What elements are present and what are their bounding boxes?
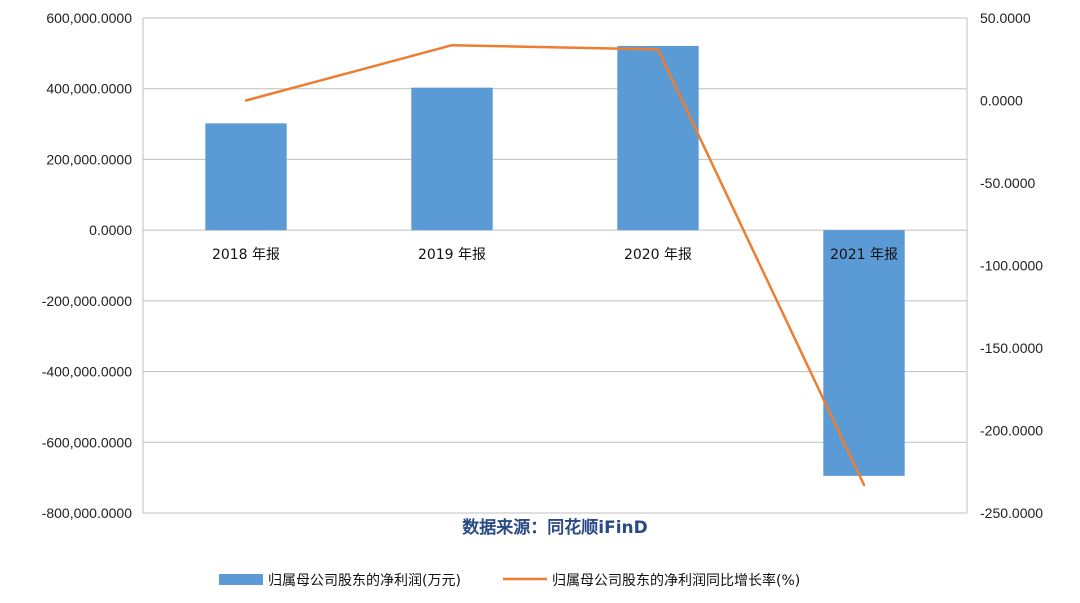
bar bbox=[823, 230, 905, 476]
right-tick-label: -250.0000 bbox=[980, 505, 1043, 521]
right-tick-label: -50.0000 bbox=[980, 175, 1035, 191]
left-tick-label: -800,000.0000 bbox=[42, 505, 133, 521]
left-tick-label: 200,000.0000 bbox=[46, 151, 132, 167]
legend-bar-label: 归属母公司股东的净利润(万元) bbox=[268, 572, 461, 589]
category-labels: 2018 年报 2019 年报 2020 年报 2021 年报 bbox=[212, 247, 898, 263]
left-tick-label: -200,000.0000 bbox=[42, 293, 133, 309]
legend-bar-swatch bbox=[219, 574, 263, 585]
left-tick-label: 600,000.0000 bbox=[46, 10, 132, 26]
bar-series bbox=[205, 45, 905, 476]
line-point bbox=[656, 48, 660, 51]
category-label: 2020 年报 bbox=[624, 247, 692, 263]
line-point bbox=[862, 483, 866, 487]
legend: 归属母公司股东的净利润(万元) 归属母公司股东的净利润同比增长率(%) bbox=[219, 572, 800, 589]
right-tick-label: -150.0000 bbox=[980, 340, 1043, 356]
right-tick-label: 50.0000 bbox=[980, 10, 1031, 26]
left-tick-label: -400,000.0000 bbox=[42, 364, 133, 380]
bar bbox=[205, 123, 287, 231]
axes bbox=[142, 18, 968, 513]
bar bbox=[411, 87, 493, 231]
source-note: 数据来源：同花顺iFinD bbox=[462, 517, 647, 538]
legend-line-label: 归属母公司股东的净利润同比增长率(%) bbox=[552, 572, 800, 589]
left-tick-label: 400,000.0000 bbox=[46, 81, 132, 97]
right-tick-label: -100.0000 bbox=[980, 258, 1043, 274]
left-tick-label: -600,000.0000 bbox=[42, 434, 133, 450]
category-label: 2019 年报 bbox=[418, 247, 486, 263]
line-point bbox=[244, 99, 248, 102]
left-axis-ticks: 600,000.0000 400,000.0000 200,000.0000 0.00… bbox=[42, 10, 133, 521]
line-point bbox=[450, 44, 454, 47]
bar bbox=[617, 45, 699, 231]
left-tick-label: 0.0000 bbox=[89, 222, 132, 238]
category-label: 2018 年报 bbox=[212, 247, 280, 263]
category-label: 2021 年报 bbox=[830, 247, 898, 263]
line-series bbox=[244, 43, 866, 487]
right-axis-ticks: 50.0000 0.0000 -50.0000 -100.0000 -150.0000 -… bbox=[980, 10, 1043, 521]
growth-rate-line bbox=[245, 43, 866, 486]
right-tick-label: 0.0000 bbox=[980, 93, 1023, 109]
right-tick-label: -200.0000 bbox=[980, 423, 1043, 439]
